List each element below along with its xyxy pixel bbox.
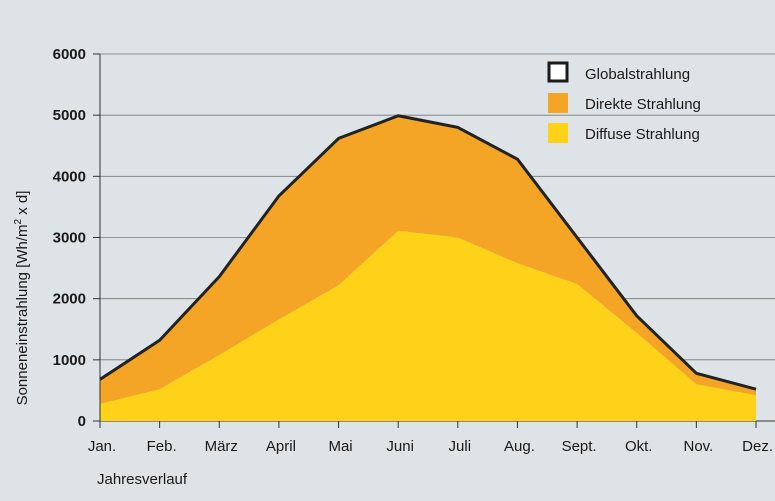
legend-label-globalstrahlung: Globalstrahlung — [585, 66, 690, 83]
x-tick-label-3: April — [266, 438, 296, 455]
x-tick-label-1: Feb. — [147, 438, 177, 455]
y-tick-label-6000: 6000 — [53, 46, 86, 63]
x-tick-label-7: Aug. — [504, 438, 535, 455]
legend-swatch-diffuse-strahlung — [548, 123, 568, 143]
legend: Globalstrahlung Direkte Strahlung Diffus… — [547, 61, 701, 143]
y-axis-label: Sonneneinstrahlung [Wh/m2 x d] — [13, 191, 31, 406]
legend-label-direkte-strahlung: Direkte Strahlung — [585, 96, 701, 113]
legend-swatch-globalstrahlung — [547, 61, 569, 83]
legend-label-diffuse-strahlung: Diffuse Strahlung — [585, 126, 700, 143]
x-tick-label-6: Juli — [449, 438, 472, 455]
y-tick-label-2000: 2000 — [53, 291, 86, 308]
x-tick-label-4: Mai — [328, 438, 352, 455]
x-tick-label-8: Sept. — [562, 438, 597, 455]
series-area-diffuse-strahlung — [100, 230, 756, 421]
x-tick-label-10: Nov. — [683, 438, 713, 455]
y-tick-label-3000: 3000 — [53, 230, 86, 247]
x-axis-label: Jahresverlauf — [97, 471, 188, 488]
x-tick-label-9: Okt. — [625, 438, 653, 455]
series-area-direkte-strahlung — [100, 115, 756, 404]
y-tick-label-5000: 5000 — [53, 107, 86, 124]
x-tick-label-11: Dez. — [742, 438, 773, 455]
y-tick-label-4000: 4000 — [53, 168, 86, 185]
y-axis-ticks: 0 1000 2000 3000 4000 5000 6000 — [53, 46, 101, 430]
legend-swatch-direkte-strahlung — [548, 93, 568, 113]
x-axis-ticks: Jan. Feb. März April Mai Juni Juli Aug. Sept. Okt… — [88, 421, 773, 455]
x-tick-label-5: Juni — [386, 438, 414, 455]
x-tick-label-2: März — [205, 438, 238, 455]
y-tick-label-0: 0 — [78, 413, 86, 430]
x-tick-label-0: Jan. — [88, 438, 116, 455]
y-tick-label-1000: 1000 — [53, 352, 86, 369]
series-line-globalstrahlung — [99, 114, 757, 391]
